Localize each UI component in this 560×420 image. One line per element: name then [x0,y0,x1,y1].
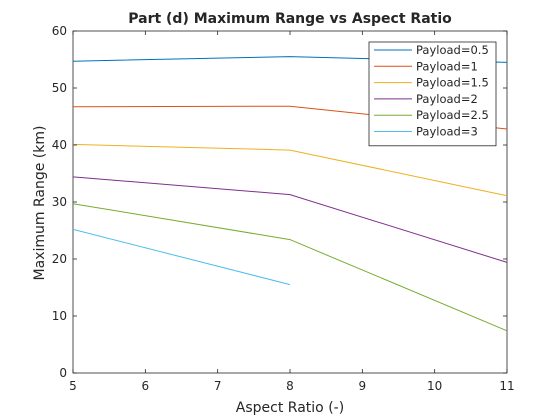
y-tick-label: 40 [52,138,67,152]
legend-label-6: Payload=3 [416,125,478,139]
x-tick-label: 9 [359,379,367,393]
y-axis-ticks: 0 10 20 30 40 50 60 [52,24,507,380]
legend-label-4: Payload=2 [416,92,478,106]
x-axis-label: Aspect Ratio (-) [236,400,344,416]
y-axis-label: Maximum Range (km) [32,126,48,281]
legend-label-2: Payload=1 [416,59,478,73]
y-tick-label: 50 [52,81,67,95]
x-tick-label: 7 [214,379,222,393]
y-tick-label: 20 [52,252,67,266]
legend-label-1: Payload=0.5 [416,43,489,57]
legend-box [368,41,497,147]
legend-label-5: Payload=2.5 [416,108,489,122]
x-tick-label: 5 [69,379,77,393]
series-line-6 [72,228,291,286]
series-line-3 [72,143,508,197]
series-layer [72,56,508,332]
legend-items: Payload=0.5 Payload=1 Payload=1.5 Payload=2… [374,43,489,139]
x-tick-label: 10 [427,379,442,393]
x-axis-ticks: 5 6 7 8 9 10 11 [69,31,515,393]
y-tick-label: 0 [59,366,67,380]
x-tick-label: 6 [142,379,150,393]
chart-title: Part (d) Maximum Range vs Aspect Ratio [128,11,452,27]
x-tick-label: 8 [286,379,294,393]
x-tick-label: 11 [499,379,514,393]
legend-label-3: Payload=1.5 [416,76,489,90]
legend: Payload=0.5 Payload=1 Payload=1.5 Payload=2… [368,41,497,147]
y-tick-label: 60 [52,24,67,38]
series-line-4 [72,176,508,263]
y-tick-label: 10 [52,309,67,323]
y-tick-label: 30 [52,195,67,209]
series-line-5 [72,203,508,332]
